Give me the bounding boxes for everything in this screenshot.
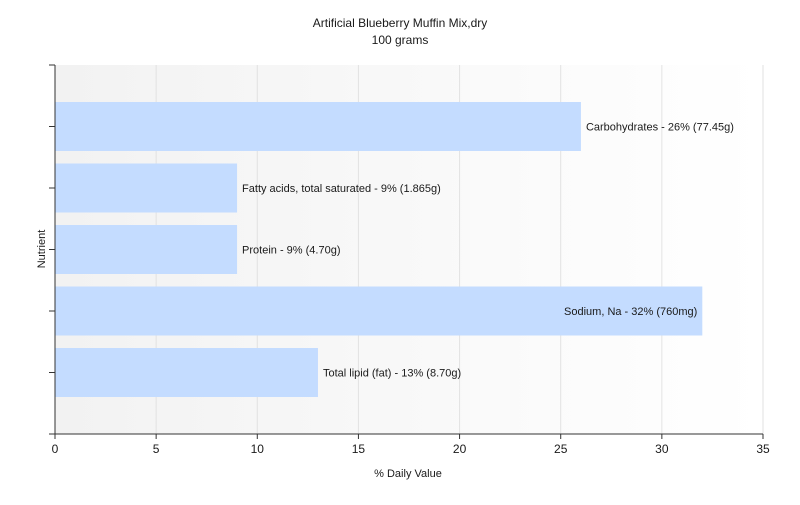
chart-subtitle: 100 grams <box>372 33 429 47</box>
x-tick-label: 5 <box>153 442 160 456</box>
x-axis-label: % Daily Value <box>374 468 442 480</box>
x-tick-label: 20 <box>453 442 467 456</box>
bar-data-label: Total lipid (fat) - 13% (8.70g) <box>323 368 461 380</box>
chart-title: Artificial Blueberry Muffin Mix,dry <box>313 16 488 30</box>
x-tick-label: 30 <box>655 442 669 456</box>
x-tick-label: 10 <box>251 442 265 456</box>
x-tick-label: 35 <box>756 442 770 456</box>
y-axis-label: Nutrient <box>36 230 48 269</box>
bar-data-label: Fatty acids, total saturated - 9% (1.865… <box>242 183 441 195</box>
bar-labels: Carbohydrates - 26% (77.45g) Fatty acids,… <box>242 122 734 380</box>
bar-data-label: Sodium, Na - 32% (760mg) <box>564 306 697 318</box>
x-tick-label: 25 <box>554 442 568 456</box>
bar-data-label: Protein - 9% (4.70g) <box>242 245 340 257</box>
bar <box>55 225 238 274</box>
bar-data-label: Carbohydrates - 26% (77.45g) <box>586 122 734 134</box>
bar <box>55 163 238 213</box>
bar <box>55 286 703 336</box>
bar <box>55 102 581 151</box>
x-tick-label: 15 <box>352 442 366 456</box>
x-tick-label: 0 <box>52 442 59 456</box>
bars <box>55 102 703 397</box>
bar <box>55 348 318 397</box>
axes: 0 5 10 15 20 25 30 35 <box>49 64 770 456</box>
